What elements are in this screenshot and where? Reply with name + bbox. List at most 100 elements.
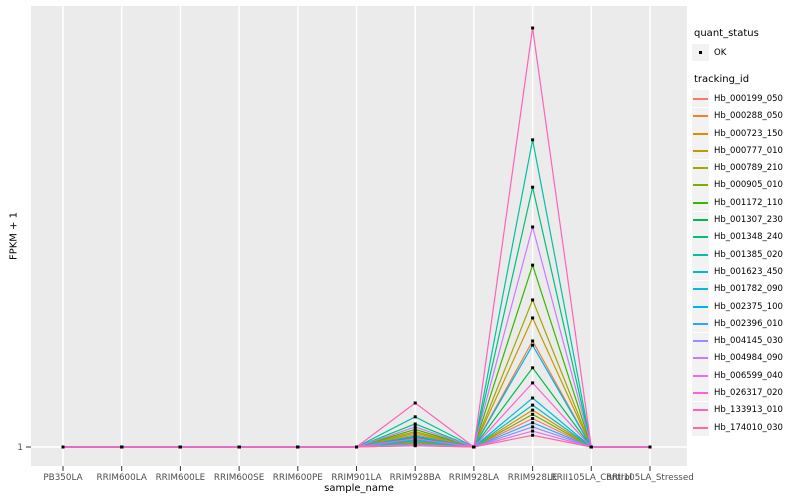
data-point <box>648 445 652 449</box>
legend-item-tracking-id: Hb_004984_090 <box>692 349 798 367</box>
x-tick-label: RRIM600LE <box>156 473 206 483</box>
data-point <box>531 225 535 229</box>
legend-key <box>692 280 709 298</box>
legend-key <box>692 401 709 419</box>
quant-status-items: OK <box>692 44 798 62</box>
data-point <box>296 445 300 449</box>
data-point <box>531 138 535 142</box>
legend-item-label: Hb_001172_110 <box>714 197 783 208</box>
legend-title-quant-status: quant_status <box>694 28 759 39</box>
legend-color-line <box>693 340 708 343</box>
data-point <box>413 437 417 441</box>
legend-key <box>692 246 709 264</box>
x-tick-label: RRIM928LA <box>449 473 499 483</box>
x-tick-label: RRIM928BA <box>390 473 441 483</box>
legend-color-line <box>693 253 708 256</box>
legend-item-tracking-id: Hb_002375_100 <box>692 298 798 315</box>
y-tick-label: 1 <box>17 443 23 453</box>
legend-color-line <box>693 357 708 360</box>
data-point <box>531 185 535 189</box>
x-tick-label: RRIM928LE <box>508 473 558 483</box>
data-point <box>531 298 535 302</box>
legend-item-label: Hb_000905_010 <box>714 180 783 191</box>
legend-key <box>692 228 709 246</box>
data-point <box>531 316 535 320</box>
data-point <box>413 429 417 433</box>
legend-color-line <box>693 391 708 394</box>
legend-key <box>692 367 709 385</box>
legend-color-line <box>693 167 708 170</box>
data-point <box>589 445 593 449</box>
legend-key <box>692 107 709 125</box>
legend-item-tracking-id: Hb_000199_050 <box>692 90 798 108</box>
legend-key <box>692 176 709 194</box>
legend-item-tracking-id: Hb_000777_010 <box>692 142 798 160</box>
legend-color-line <box>693 184 708 187</box>
legend-item-label: OK <box>714 47 727 58</box>
legend-item-label: Hb_133913_010 <box>714 405 783 416</box>
data-point <box>531 343 535 347</box>
legend-item-label: Hb_004145_030 <box>714 336 783 347</box>
point-icon <box>699 51 702 55</box>
legend-color-line <box>693 115 708 118</box>
legend-key <box>692 332 709 350</box>
legend-item-label: Hb_001348_240 <box>714 232 783 243</box>
data-point <box>531 381 535 385</box>
legend-item-label: Hb_000288_050 <box>714 111 783 122</box>
x-tick-label: RRIM901LA <box>331 473 381 483</box>
legend-item-label: Hb_001623_450 <box>714 266 783 277</box>
x-tick-label: PB350LA <box>43 473 82 483</box>
x-tick-label: RRIM600LA <box>97 473 147 483</box>
legend-item-tracking-id: Hb_001348_240 <box>692 228 798 246</box>
legend-key <box>692 315 709 333</box>
legend-key <box>692 159 709 177</box>
legend-item-label: Hb_026317_020 <box>714 387 783 398</box>
legend: quant_status OK tracking_id Hb_000199_05… <box>692 28 798 437</box>
legend-color-line <box>693 322 708 325</box>
legend-color-line <box>693 270 708 273</box>
legend-item-tracking-id: Hb_000288_050 <box>692 107 798 125</box>
legend-item-label: Hb_002396_010 <box>714 318 783 329</box>
legend-key <box>692 44 709 62</box>
data-point <box>531 408 535 412</box>
legend-color-line <box>693 149 708 152</box>
x-axis-title: sample_name <box>324 483 394 494</box>
x-tick-label: RRII105LA_Control <box>551 473 633 483</box>
data-point <box>413 415 417 419</box>
legend-item-tracking-id: Hb_001623_450 <box>692 263 798 281</box>
legend-item-tracking-id: Hb_001172_110 <box>692 194 798 212</box>
legend-spacer <box>692 61 798 74</box>
legend-key <box>692 263 709 281</box>
data-point <box>413 444 417 448</box>
data-point <box>531 339 535 343</box>
legend-title-tracking-id: tracking_id <box>694 74 750 86</box>
data-point <box>413 440 417 444</box>
data-point <box>531 433 535 437</box>
legend-color-line <box>693 219 708 222</box>
legend-item-label: Hb_000723_150 <box>714 128 783 139</box>
data-point <box>120 445 124 449</box>
data-point <box>531 403 535 407</box>
legend-key <box>692 384 709 402</box>
tracking-id-items: Hb_000199_050 Hb_000288_050 Hb_000723_150 H… <box>692 90 798 437</box>
legend-color-line <box>693 288 708 291</box>
data-point <box>237 445 241 449</box>
legend-key <box>692 349 709 367</box>
data-point <box>61 445 65 449</box>
legend-item-label: Hb_004984_090 <box>714 353 783 364</box>
legend-item-tracking-id: Hb_001307_230 <box>692 211 798 229</box>
legend-item-tracking-id: Hb_000723_150 <box>692 125 798 143</box>
legend-color-line <box>693 409 708 412</box>
data-point <box>531 396 535 400</box>
legend-item-tracking-id: Hb_000789_210 <box>692 159 798 177</box>
data-point <box>531 417 535 421</box>
data-point <box>413 431 417 435</box>
legend-color-line <box>693 426 708 429</box>
legend-item-tracking-id: Hb_001385_020 <box>692 246 798 264</box>
panel-background <box>31 6 687 466</box>
legend-item-tracking-id: Hb_026317_020 <box>692 384 798 402</box>
legend-item-label: Hb_001307_230 <box>714 215 783 226</box>
y-axis-title: FPKM + 1 <box>8 211 20 261</box>
x-tick-label: RRIM600PE <box>273 473 323 483</box>
